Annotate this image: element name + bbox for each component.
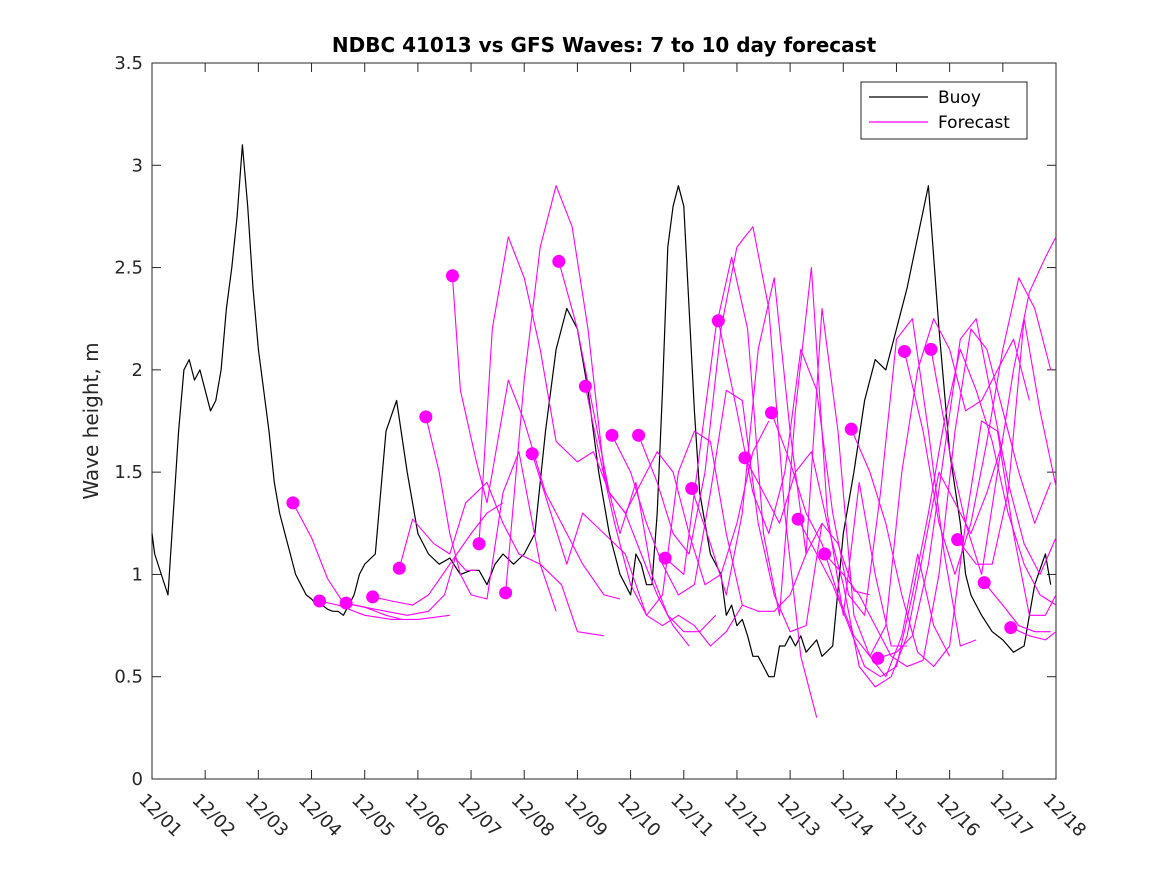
series-line-forecast (664, 256, 908, 647)
forecast-marker (392, 561, 406, 575)
series-line-forecast (957, 318, 1057, 565)
y-tick-label: 3 (132, 155, 143, 176)
forecast-marker (951, 533, 965, 547)
forecast-marker (552, 254, 566, 268)
series-line-forecast (584, 386, 823, 616)
series-line-forecast (1010, 627, 1057, 641)
series-line-forecast (717, 318, 977, 647)
y-axis-label: Wave height, m (79, 342, 103, 499)
plot-frame (151, 62, 1057, 780)
forecast-marker (313, 594, 327, 608)
forecast-marker (924, 342, 938, 356)
series-line-forecast (611, 389, 871, 633)
series-line-forecast (770, 318, 1030, 657)
series-line-forecast (372, 502, 504, 606)
series-line-forecast (345, 557, 477, 616)
y-tick-label: 1 (132, 564, 143, 585)
forecast-marker (871, 651, 885, 665)
forecast-marker (977, 576, 991, 590)
forecast-marker (791, 512, 805, 526)
forecast-marker (286, 496, 300, 510)
series-line-forecast (451, 275, 621, 600)
series-line-forecast (930, 236, 1057, 575)
series-line-forecast (398, 481, 557, 612)
series-line-forecast (505, 185, 717, 633)
series-line-forecast (983, 582, 1051, 633)
forecast-marker (1004, 621, 1018, 635)
forecast-marker (711, 314, 725, 328)
legend-label-buoy: Buoy (938, 88, 981, 108)
series-line-forecast (744, 441, 1004, 688)
legend-label-forecast: Forecast (938, 113, 1010, 133)
chart-title: NDBC 41013 vs GFS Waves: 7 to 10 day for… (332, 33, 877, 57)
series-line-forecast (824, 328, 1052, 668)
series-line-forecast (691, 277, 951, 678)
forecast-marker (818, 547, 832, 561)
series-line-forecast (877, 318, 1057, 659)
y-tick-label: 1.5 (114, 462, 143, 483)
y-tick-label: 0.5 (114, 667, 143, 688)
forecast-marker (658, 551, 672, 565)
forecast-marker (445, 269, 459, 283)
forecast-marker (632, 428, 646, 442)
forecast-marker (738, 451, 752, 465)
legend-box (860, 81, 1028, 140)
forecast-marker (765, 406, 779, 420)
forecast-marker (897, 344, 911, 358)
forecast-marker (605, 428, 619, 442)
y-tick-label: 0 (132, 769, 143, 790)
forecast-marker (339, 596, 353, 610)
y-tick-label: 2 (132, 360, 143, 381)
series-line-forecast (850, 420, 1057, 668)
series-line-forecast (425, 416, 605, 637)
series-line-forecast (558, 261, 770, 586)
forecast-marker (685, 482, 699, 496)
forecast-marker (525, 447, 539, 461)
forecast-marker (366, 590, 380, 604)
legend: Buoy Forecast (860, 81, 1028, 140)
y-tick-label: 2.5 (114, 258, 143, 279)
forecast-marker (472, 537, 486, 551)
series-line-forecast (319, 600, 450, 620)
forecast-marker (578, 379, 592, 393)
y-tick-label: 3.5 (114, 53, 143, 74)
forecast-marker (499, 586, 513, 600)
series-line-forecast (903, 277, 1052, 575)
series-line-forecast (478, 236, 690, 647)
forecast-marker (419, 410, 433, 424)
forecast-marker (844, 422, 858, 436)
series-line-forecast (638, 226, 818, 718)
